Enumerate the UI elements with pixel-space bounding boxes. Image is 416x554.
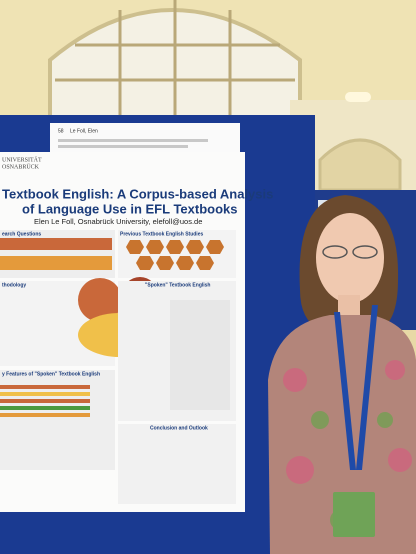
section-heading: earch Questions xyxy=(2,231,41,237)
logo: UNIVERSITÄT xyxy=(2,156,42,163)
section-heading: y Features of "Spoken" Textbook English xyxy=(2,371,100,377)
section: "Spoken" Textbook English xyxy=(118,281,236,421)
poster-author: Elen Le Foll, Osnabrück University, elef… xyxy=(34,217,202,226)
section-heading: thodology xyxy=(2,282,26,288)
poster-title: of Language Use in EFL Textbooks xyxy=(22,201,238,216)
section: Previous Textbook English Studies xyxy=(118,230,236,278)
section: earch Questions xyxy=(0,230,115,278)
section: Conclusion and Outlook xyxy=(118,424,236,504)
section-heading: Conclusion and Outlook xyxy=(150,425,208,431)
section: thodology xyxy=(0,277,162,366)
lamp xyxy=(345,92,371,102)
label-line xyxy=(58,145,188,148)
section: y Features of "Spoken" Textbook English xyxy=(0,370,115,470)
label-line xyxy=(58,139,208,142)
label-number: 58 xyxy=(58,128,64,134)
person xyxy=(268,195,416,554)
side-arch xyxy=(318,138,402,192)
label-name: Le Foll, Elen xyxy=(70,128,98,134)
section-heading: Previous Textbook English Studies xyxy=(120,231,203,237)
section-heading: "Spoken" Textbook English xyxy=(145,282,211,288)
logo: OSNABRÜCK xyxy=(2,163,40,170)
poster-title: Textbook English: A Corpus-based Analysi… xyxy=(2,186,273,201)
window-bars xyxy=(55,0,295,120)
